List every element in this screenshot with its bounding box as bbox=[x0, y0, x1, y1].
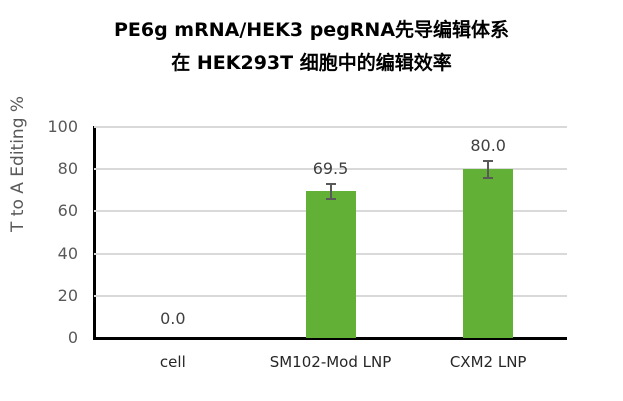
y-axis-label: T to A Editing % bbox=[8, 95, 28, 232]
error-bar bbox=[487, 160, 490, 178]
data-label: 0.0 bbox=[160, 309, 186, 328]
x-tick-label: cell bbox=[159, 353, 186, 371]
y-tick-label: 100 bbox=[47, 117, 78, 136]
error-cap-bottom bbox=[325, 197, 336, 200]
data-label: 80.0 bbox=[470, 135, 506, 155]
y-tick-label: 60 bbox=[57, 201, 78, 221]
error-cap-top bbox=[325, 182, 336, 185]
y-axis-line bbox=[93, 126, 96, 340]
bar-2 bbox=[463, 169, 514, 338]
bar-1 bbox=[305, 191, 356, 338]
gridline bbox=[94, 126, 567, 128]
y-tick-label: 0 bbox=[67, 328, 78, 347]
data-label: 69.5 bbox=[312, 158, 349, 178]
chart-title-line-1: PE6g mRNA/HEK3 pegRNA先导编辑体系 bbox=[113, 19, 510, 41]
error-cap-bottom bbox=[483, 176, 494, 179]
error-cap-top bbox=[483, 159, 494, 162]
y-tick-label: 80 bbox=[57, 159, 78, 179]
x-tick-label: SM102-Mod LNP bbox=[269, 353, 392, 371]
x-tick-label: CXM2 LNP bbox=[449, 353, 527, 371]
chart-title-line-2: 在 HEK293T 细胞中的编辑效率 bbox=[171, 52, 452, 74]
error-bar bbox=[329, 183, 332, 199]
x-axis-line bbox=[93, 337, 567, 340]
gridline bbox=[94, 168, 567, 171]
y-tick-label: 20 bbox=[57, 285, 78, 305]
y-tick-label: 40 bbox=[57, 243, 78, 263]
